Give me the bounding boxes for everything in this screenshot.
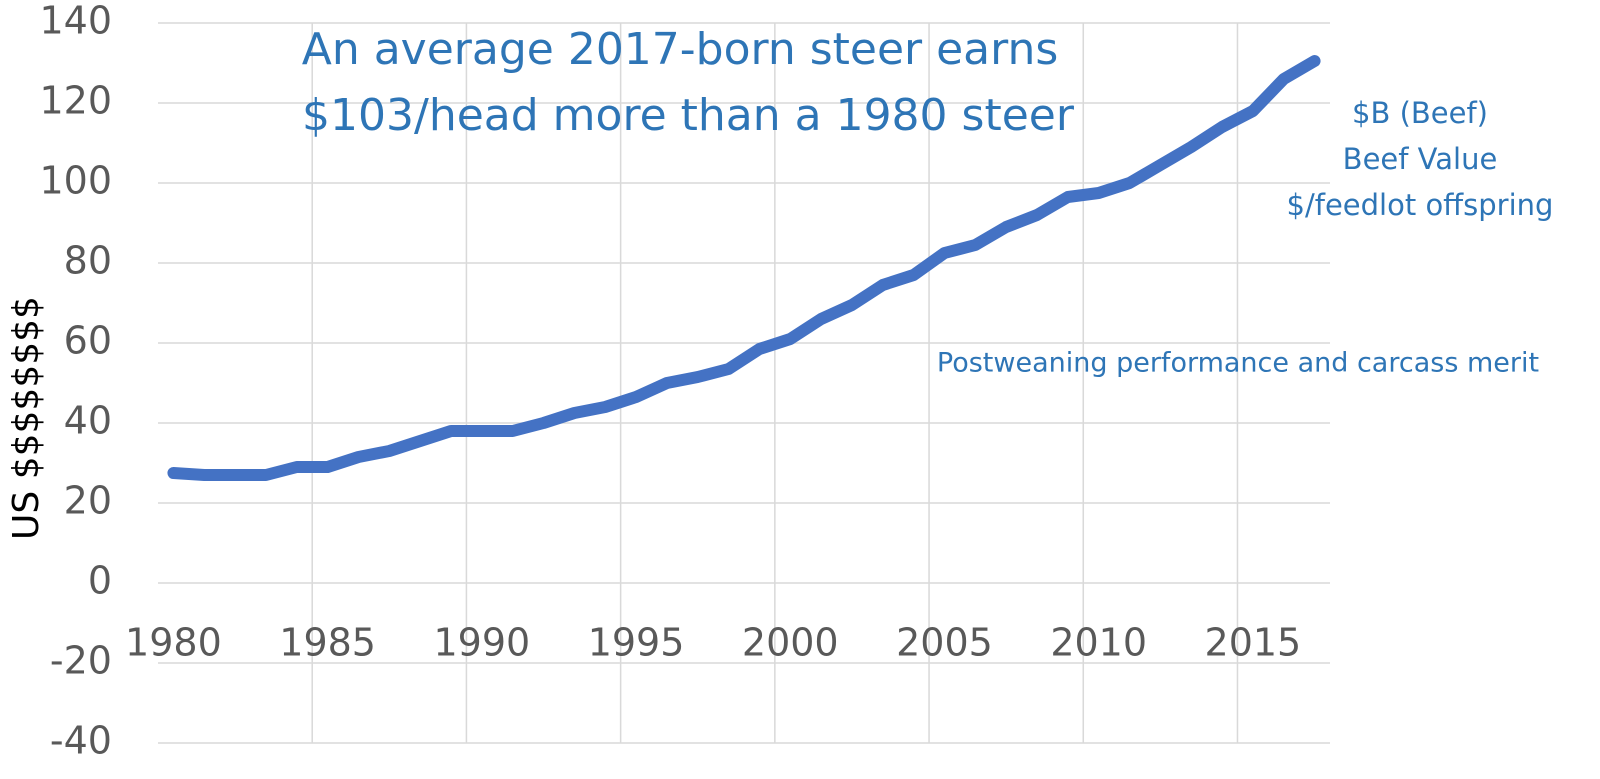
x-tick-label: 1985 <box>279 621 376 665</box>
chart-title: An average 2017-born steer earns <box>302 24 1059 75</box>
annotation: Postweaning performance and carcass meri… <box>937 348 1539 379</box>
series-label: $B (Beef) <box>1352 96 1488 130</box>
y-tick-label: 0 <box>88 559 112 603</box>
y-tick-label: 120 <box>39 79 112 123</box>
x-tick-label: 2005 <box>896 621 993 665</box>
y-tick-label: 140 <box>39 0 112 43</box>
y-tick-label: 40 <box>64 399 112 443</box>
x-tick-label: 2015 <box>1205 621 1302 665</box>
y-tick-label: 80 <box>64 239 112 283</box>
series-label: $/feedlot offspring <box>1287 188 1554 222</box>
y-axis-label: US $$$$$$$$ <box>6 296 47 540</box>
y-tick-label: 60 <box>64 319 112 363</box>
x-tick-label: 1990 <box>433 621 530 665</box>
y-tick-label: -40 <box>50 719 112 763</box>
x-tick-label: 1995 <box>588 621 685 665</box>
y-tick-label: 20 <box>64 479 112 523</box>
x-tick-label: 2000 <box>742 621 839 665</box>
chart-title: $103/head more than a 1980 steer <box>302 90 1075 141</box>
x-tick-label: 2010 <box>1050 621 1147 665</box>
series-label: Beef Value <box>1343 142 1498 176</box>
x-tick-label: 1980 <box>125 621 222 665</box>
y-tick-label: 100 <box>39 159 112 203</box>
data-line <box>167 55 1321 481</box>
y-tick-label: -20 <box>50 639 112 683</box>
